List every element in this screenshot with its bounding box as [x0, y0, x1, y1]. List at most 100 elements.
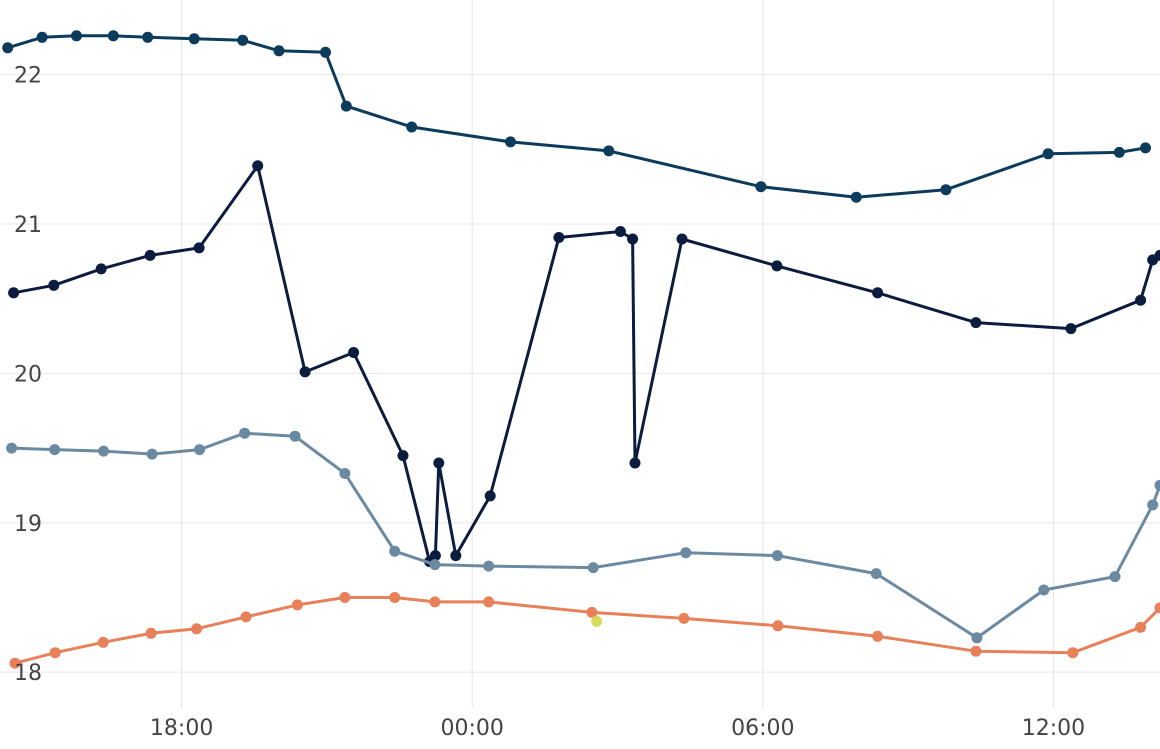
data-point[interactable] — [680, 547, 692, 559]
data-point[interactable] — [2, 42, 14, 54]
data-point[interactable] — [397, 450, 409, 462]
data-point[interactable] — [1067, 647, 1079, 659]
data-point[interactable] — [142, 31, 154, 43]
x-tick-label: 00:00 — [441, 716, 504, 741]
data-point[interactable] — [98, 445, 110, 457]
x-tick-label: 12:00 — [1022, 716, 1085, 741]
data-point[interactable] — [850, 191, 862, 203]
data-point[interactable] — [627, 233, 639, 245]
data-point[interactable] — [1140, 142, 1151, 154]
data-point[interactable] — [6, 442, 18, 454]
data-point[interactable] — [553, 232, 565, 243]
series-5 — [591, 615, 603, 627]
data-point[interactable] — [450, 550, 462, 562]
data-point[interactable] — [872, 630, 884, 642]
data-point[interactable] — [36, 31, 48, 43]
data-point[interactable] — [483, 560, 495, 572]
data-point[interactable] — [289, 430, 301, 442]
data-point[interactable] — [429, 596, 441, 608]
data-point[interactable] — [406, 121, 418, 133]
data-point[interactable] — [320, 46, 331, 58]
data-point[interactable] — [429, 559, 441, 571]
data-point[interactable] — [291, 599, 303, 611]
data-point[interactable] — [1154, 602, 1160, 614]
data-point[interactable] — [484, 490, 496, 502]
data-point[interactable] — [603, 145, 615, 157]
data-point[interactable] — [1154, 249, 1160, 261]
data-point[interactable] — [389, 545, 401, 557]
data-point[interactable] — [340, 100, 352, 112]
data-point[interactable] — [1135, 294, 1147, 306]
data-point[interactable] — [48, 279, 60, 291]
data-point[interactable] — [237, 34, 249, 46]
data-point[interactable] — [614, 226, 626, 237]
data-point[interactable] — [240, 611, 252, 623]
data-point[interactable] — [97, 636, 109, 648]
series-line — [12, 164, 1160, 564]
x-tick-label: 18:00 — [150, 716, 213, 741]
data-point[interactable] — [678, 612, 690, 624]
data-point[interactable] — [193, 242, 205, 254]
series-3 — [6, 427, 1160, 644]
series-layer — [2, 30, 1160, 669]
data-point[interactable] — [146, 448, 158, 460]
data-point[interactable] — [389, 592, 401, 603]
data-point[interactable] — [505, 136, 516, 148]
data-point[interactable] — [1154, 479, 1160, 491]
data-point[interactable] — [1065, 323, 1077, 335]
data-point[interactable] — [587, 562, 599, 574]
data-point[interactable] — [8, 287, 20, 299]
data-point[interactable] — [771, 550, 783, 562]
data-point[interactable] — [676, 233, 688, 245]
data-point[interactable] — [194, 444, 205, 456]
x-tick-label: 06:00 — [731, 716, 794, 741]
data-point[interactable] — [95, 263, 107, 275]
data-point[interactable] — [971, 632, 983, 644]
y-tick-label: 20 — [14, 362, 42, 387]
data-point[interactable] — [1113, 146, 1125, 158]
data-point[interactable] — [433, 457, 445, 469]
data-point[interactable] — [629, 457, 641, 469]
data-point[interactable] — [429, 550, 441, 562]
data-point[interactable] — [970, 645, 982, 657]
series-2 — [8, 160, 1160, 568]
data-point[interactable] — [1042, 148, 1054, 160]
data-point[interactable] — [339, 468, 351, 479]
data-point[interactable] — [49, 444, 61, 456]
data-point[interactable] — [348, 347, 360, 358]
data-point[interactable] — [239, 427, 251, 439]
data-point[interactable] — [771, 260, 783, 272]
data-point[interactable] — [772, 620, 784, 632]
data-point[interactable] — [339, 592, 351, 603]
data-point[interactable] — [755, 181, 767, 193]
y-tick-label: 21 — [14, 213, 42, 238]
data-point[interactable] — [1109, 571, 1121, 583]
data-point[interactable] — [586, 606, 598, 618]
data-point[interactable] — [299, 366, 311, 378]
data-point[interactable] — [483, 596, 495, 608]
data-point[interactable] — [252, 160, 264, 172]
data-point[interactable] — [273, 45, 285, 57]
data-point[interactable] — [872, 287, 884, 299]
data-point[interactable] — [1038, 584, 1050, 596]
data-point[interactable] — [49, 647, 61, 659]
data-point[interactable] — [144, 249, 156, 261]
data-point[interactable] — [9, 657, 21, 669]
data-point[interactable] — [1135, 621, 1147, 633]
series-1 — [2, 30, 1151, 203]
series-line — [6, 34, 1147, 199]
data-point[interactable] — [188, 33, 200, 45]
data-point[interactable] — [940, 184, 952, 196]
data-point[interactable] — [1147, 499, 1159, 511]
y-tick-label: 19 — [14, 512, 42, 537]
data-point[interactable] — [145, 627, 157, 639]
data-point[interactable] — [591, 615, 603, 627]
data-point[interactable] — [970, 317, 982, 329]
axis-labels: 18:00 00:00 06:00 12:00 18 19 20 21 22 — [14, 64, 1085, 741]
data-point[interactable] — [191, 623, 203, 635]
data-point[interactable] — [870, 568, 882, 580]
data-point[interactable] — [107, 30, 119, 42]
data-point[interactable] — [71, 30, 82, 42]
